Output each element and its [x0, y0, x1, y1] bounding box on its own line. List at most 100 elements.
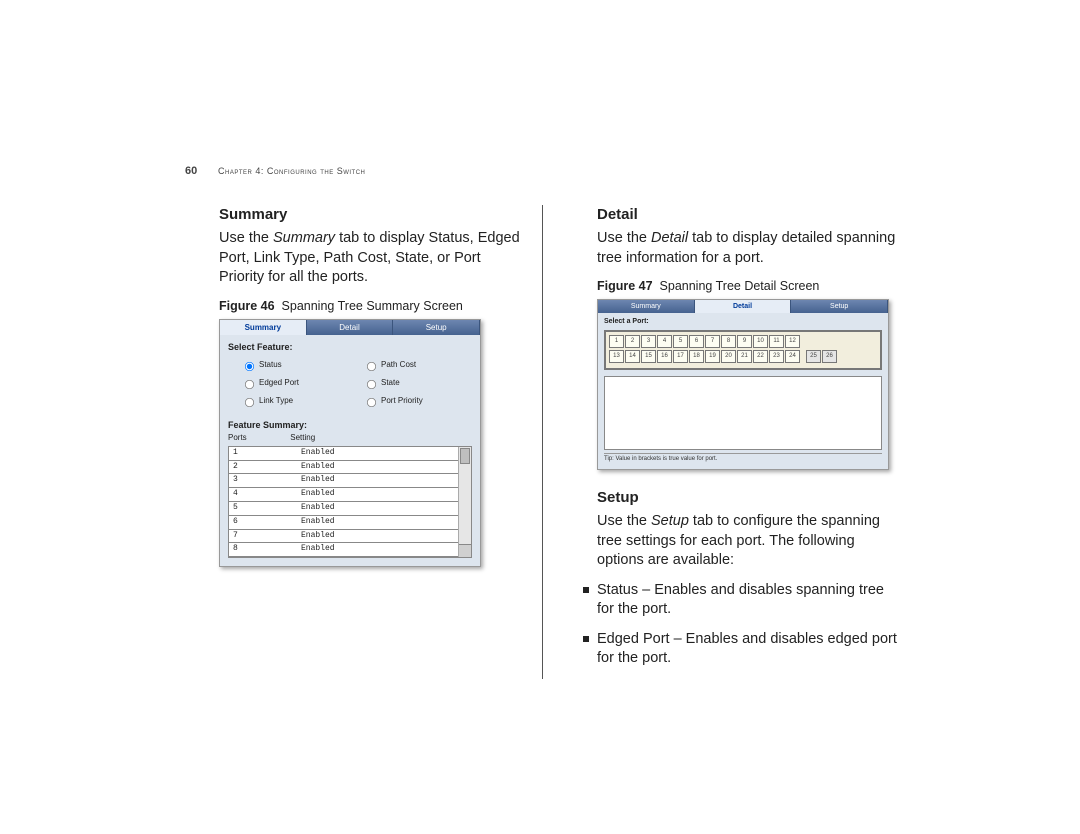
cell-port: 7: [229, 529, 297, 543]
figure47-caption: Figure 47 Spanning Tree Detail Screen: [597, 278, 900, 295]
cell-port: 5: [229, 502, 297, 516]
port-cell-extra[interactable]: 25: [806, 350, 821, 363]
port-cell[interactable]: 3: [641, 335, 656, 348]
cell-setting: Enabled: [297, 515, 471, 529]
fig46-tabs: Summary Detail Setup: [220, 320, 480, 335]
cell-setting: Enabled: [297, 447, 471, 460]
table-row: 3Enabled: [229, 474, 471, 488]
port-cell-extra[interactable]: 26: [822, 350, 837, 363]
fig46-tab-detail[interactable]: Detail: [307, 320, 394, 335]
table-header: Ports Setting: [228, 433, 472, 444]
setup-heading: Setup: [597, 488, 900, 508]
scrollbar[interactable]: [458, 447, 471, 557]
port-cell[interactable]: 23: [769, 350, 784, 363]
detail-paragraph: Use the Detail tab to display detailed s…: [597, 229, 900, 268]
port-cell[interactable]: 4: [657, 335, 672, 348]
port-cell[interactable]: 13: [609, 350, 624, 363]
cell-setting: Enabled: [297, 529, 471, 543]
fig46-tab-summary[interactable]: Summary: [220, 320, 307, 335]
port-cell[interactable]: 10: [753, 335, 768, 348]
port-cell[interactable]: 12: [785, 335, 800, 348]
table-row: 1Enabled: [229, 447, 471, 460]
port-cell[interactable]: 11: [769, 335, 784, 348]
cell-setting: Enabled: [297, 543, 471, 557]
radio-port-priority[interactable]: Port Priority: [360, 393, 472, 409]
bullet-status: Status – Enables and disables spanning t…: [583, 581, 900, 620]
feature-radios-col2: Path Cost State Port Priority: [350, 357, 472, 411]
select-port-label: Select a Port:: [604, 317, 882, 326]
cell-setting: Enabled: [297, 502, 471, 516]
port-cell[interactable]: 24: [785, 350, 800, 363]
text-fragment: Use the: [597, 513, 651, 529]
col-ports: Ports: [228, 433, 288, 444]
port-cell[interactable]: 8: [721, 335, 736, 348]
port-cell[interactable]: 5: [673, 335, 688, 348]
page-number: 60: [185, 165, 197, 177]
figure47-label: Figure 47: [597, 279, 653, 293]
chapter-title: Chapter 4: Configuring the Switch: [218, 166, 365, 176]
figure47-title: Spanning Tree Detail Screen: [660, 279, 820, 293]
cell-setting: Enabled: [297, 474, 471, 488]
fig46-tab-setup[interactable]: Setup: [393, 320, 480, 335]
figure46-screenshot: Summary Detail Setup Select Feature: Sta…: [219, 319, 481, 567]
port-cell[interactable]: 20: [721, 350, 736, 363]
two-column-layout: Summary Use the Summary tab to display S…: [185, 205, 900, 679]
radio-status[interactable]: Status: [238, 357, 350, 373]
bullet-edged-port: Edged Port – Enables and disables edged …: [583, 630, 900, 669]
setup-bullets: Status – Enables and disables spanning t…: [583, 581, 900, 669]
port-cell[interactable]: 14: [625, 350, 640, 363]
radio-path-cost[interactable]: Path Cost: [360, 357, 472, 373]
port-cell[interactable]: 2: [625, 335, 640, 348]
scroll-arrow-down-icon[interactable]: [459, 544, 471, 557]
port-row-1: 123456789101112: [609, 335, 877, 348]
table-row: 6Enabled: [229, 515, 471, 529]
port-cell[interactable]: 15: [641, 350, 656, 363]
running-head: 60 Chapter 4: Configuring the Switch: [185, 165, 900, 177]
summary-table: 1Enabled2Enabled3Enabled4Enabled5Enabled…: [228, 446, 472, 558]
port-cell[interactable]: 19: [705, 350, 720, 363]
radio-label: Link Type: [259, 396, 293, 405]
col-setting: Setting: [290, 433, 315, 442]
figure47-screenshot: Summary Detail Setup Select a Port: 1234…: [597, 299, 889, 470]
radio-label: Edged Port: [259, 378, 299, 387]
radio-label: Port Priority: [381, 396, 423, 405]
radio-label: State: [381, 378, 400, 387]
port-row-2: 131415161718192021222324 2526: [609, 350, 877, 363]
scroll-thumb[interactable]: [460, 448, 470, 464]
summary-table-body: 1Enabled2Enabled3Enabled4Enabled5Enabled…: [229, 447, 471, 557]
detail-tab-name: Detail: [651, 230, 688, 246]
port-cell[interactable]: 18: [689, 350, 704, 363]
figure46-title: Spanning Tree Summary Screen: [282, 299, 463, 313]
fig47-tab-detail[interactable]: Detail: [695, 300, 792, 313]
port-cell[interactable]: 1: [609, 335, 624, 348]
setup-paragraph: Use the Setup tab to configure the spann…: [597, 512, 900, 571]
fig47-tab-summary[interactable]: Summary: [598, 300, 695, 313]
port-info-box: [604, 376, 882, 450]
radio-edged-port[interactable]: Edged Port: [238, 375, 350, 391]
table-row: 8Enabled: [229, 543, 471, 557]
fig47-tab-setup[interactable]: Setup: [791, 300, 888, 313]
select-feature-label: Select Feature:: [228, 341, 472, 353]
port-cell[interactable]: 17: [673, 350, 688, 363]
summary-paragraph: Use the Summary tab to display Status, E…: [219, 229, 522, 288]
cell-setting: Enabled: [297, 460, 471, 474]
port-cell[interactable]: 22: [753, 350, 768, 363]
radio-label: Status: [259, 360, 282, 369]
table-row: 5Enabled: [229, 502, 471, 516]
radio-label: Path Cost: [381, 360, 416, 369]
figure46-caption: Figure 46 Spanning Tree Summary Screen: [219, 298, 522, 315]
port-cell[interactable]: 21: [737, 350, 752, 363]
cell-port: 6: [229, 515, 297, 529]
port-cell[interactable]: 9: [737, 335, 752, 348]
port-cell[interactable]: 6: [689, 335, 704, 348]
radio-link-type[interactable]: Link Type: [238, 393, 350, 409]
radio-state[interactable]: State: [360, 375, 472, 391]
fig47-tabs: Summary Detail Setup: [598, 300, 888, 313]
port-cell[interactable]: 7: [705, 335, 720, 348]
table-row: 4Enabled: [229, 488, 471, 502]
fig46-body: Select Feature: Status Edged Port Link T…: [220, 335, 480, 566]
summary-heading: Summary: [219, 205, 522, 225]
feature-summary-label: Feature Summary:: [228, 419, 472, 431]
port-cell[interactable]: 16: [657, 350, 672, 363]
cell-setting: Enabled: [297, 488, 471, 502]
